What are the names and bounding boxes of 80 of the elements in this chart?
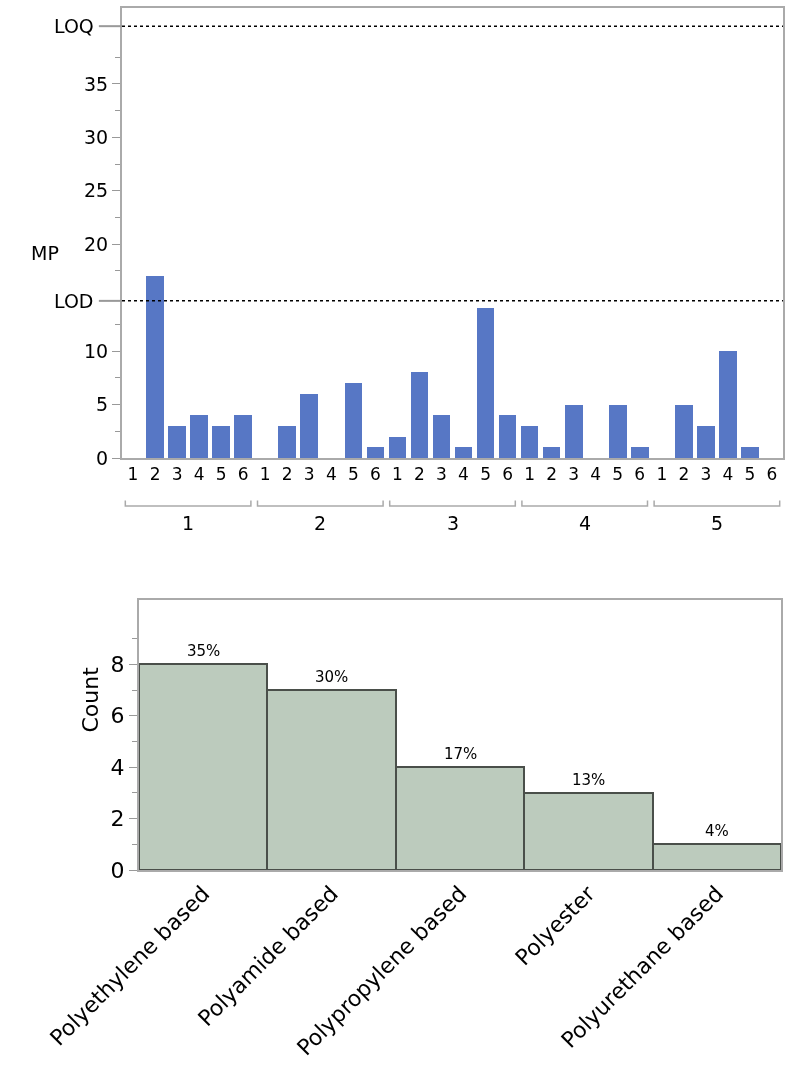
y-tick-label: 0 xyxy=(110,857,125,883)
x-tick-label: 1 xyxy=(392,464,403,485)
y-tick-label: 4 xyxy=(110,754,125,780)
bar xyxy=(499,415,516,458)
x-tick-label: 2 xyxy=(678,464,690,485)
y-tick-label: 5 xyxy=(96,393,109,416)
x-tick-label: 3 xyxy=(568,464,580,485)
annotation: 17% xyxy=(444,745,478,763)
annotation: 13% xyxy=(572,771,606,789)
x-tick-label: 6 xyxy=(766,464,778,485)
x-tick-label: 4 xyxy=(590,464,602,485)
y-tick-label: 2 xyxy=(110,806,125,832)
x-tick-label: 4 xyxy=(193,464,205,485)
x-tick-label: 6 xyxy=(634,464,646,485)
y-tick-label: 25 xyxy=(84,179,109,202)
annotation: 4% xyxy=(705,822,729,840)
bar xyxy=(212,426,230,458)
y-axis-title: Count xyxy=(77,666,103,733)
bar xyxy=(543,447,560,458)
text: 4 xyxy=(579,512,592,534)
y-tick-label: 10 xyxy=(84,339,109,362)
annotation: 30% xyxy=(315,668,349,686)
bar xyxy=(477,308,494,458)
bar xyxy=(367,447,384,458)
x-tick-label: 6 xyxy=(369,464,381,485)
text: 2 xyxy=(314,512,327,534)
x-tick-label: 6 xyxy=(237,464,249,485)
text: 3 xyxy=(447,512,460,534)
x-tick-label: 5 xyxy=(744,464,756,485)
y-tick-label: 20 xyxy=(84,232,109,255)
x-tick-label: 1 xyxy=(524,464,536,485)
x-tick-label: 2 xyxy=(149,464,161,485)
x-tick-label: 6 xyxy=(502,464,513,485)
bar xyxy=(433,415,450,458)
x-tick-label: 2 xyxy=(546,464,558,485)
text: 1 xyxy=(182,512,195,534)
ref-line-label: LOQ xyxy=(54,15,94,37)
y-tick-label: 6 xyxy=(110,703,125,729)
bar xyxy=(675,405,693,458)
y-tick-label: 30 xyxy=(84,125,109,148)
bar xyxy=(741,447,759,458)
x-tick-label: 4 xyxy=(325,464,337,485)
bar xyxy=(719,351,737,458)
x-tick-label: 3 xyxy=(436,464,447,485)
bar xyxy=(300,394,318,458)
bar xyxy=(345,383,362,458)
bar xyxy=(609,405,627,458)
ref-line-label: LOD xyxy=(54,290,94,312)
x-tick-label: 4 xyxy=(722,464,734,485)
annotation: 35% xyxy=(187,642,221,660)
x-tick-label: 3 xyxy=(171,464,183,485)
bar xyxy=(631,447,649,458)
y-tick-label: 8 xyxy=(110,651,125,677)
x-tick-label: 5 xyxy=(347,464,359,485)
y-axis-title: MP xyxy=(31,242,59,264)
x-tick-label: 3 xyxy=(700,464,712,485)
x-tick-label: 4 xyxy=(458,464,469,485)
y-tick-label: 35 xyxy=(84,72,109,95)
x-tick-label: 5 xyxy=(215,464,227,485)
bar xyxy=(389,437,406,458)
bar xyxy=(190,415,208,458)
bar xyxy=(168,426,186,458)
x-tick-label: 2 xyxy=(281,464,293,485)
bar xyxy=(565,405,583,458)
text: 5 xyxy=(711,512,724,534)
bar xyxy=(411,372,428,458)
y-tick-label: 0 xyxy=(96,446,109,469)
x-tick-label: 3 xyxy=(303,464,315,485)
bar xyxy=(521,426,538,458)
bar xyxy=(455,447,472,458)
x-tick-label: 5 xyxy=(612,464,624,485)
x-tick-label: 5 xyxy=(480,464,491,485)
bar xyxy=(234,415,252,458)
x-tick-label: 1 xyxy=(259,464,271,485)
x-tick-label: 1 xyxy=(127,464,139,485)
bar xyxy=(278,426,296,458)
x-tick-label: 2 xyxy=(414,464,425,485)
bar xyxy=(146,276,164,458)
x-tick-label: 1 xyxy=(656,464,668,485)
bar xyxy=(697,426,715,458)
